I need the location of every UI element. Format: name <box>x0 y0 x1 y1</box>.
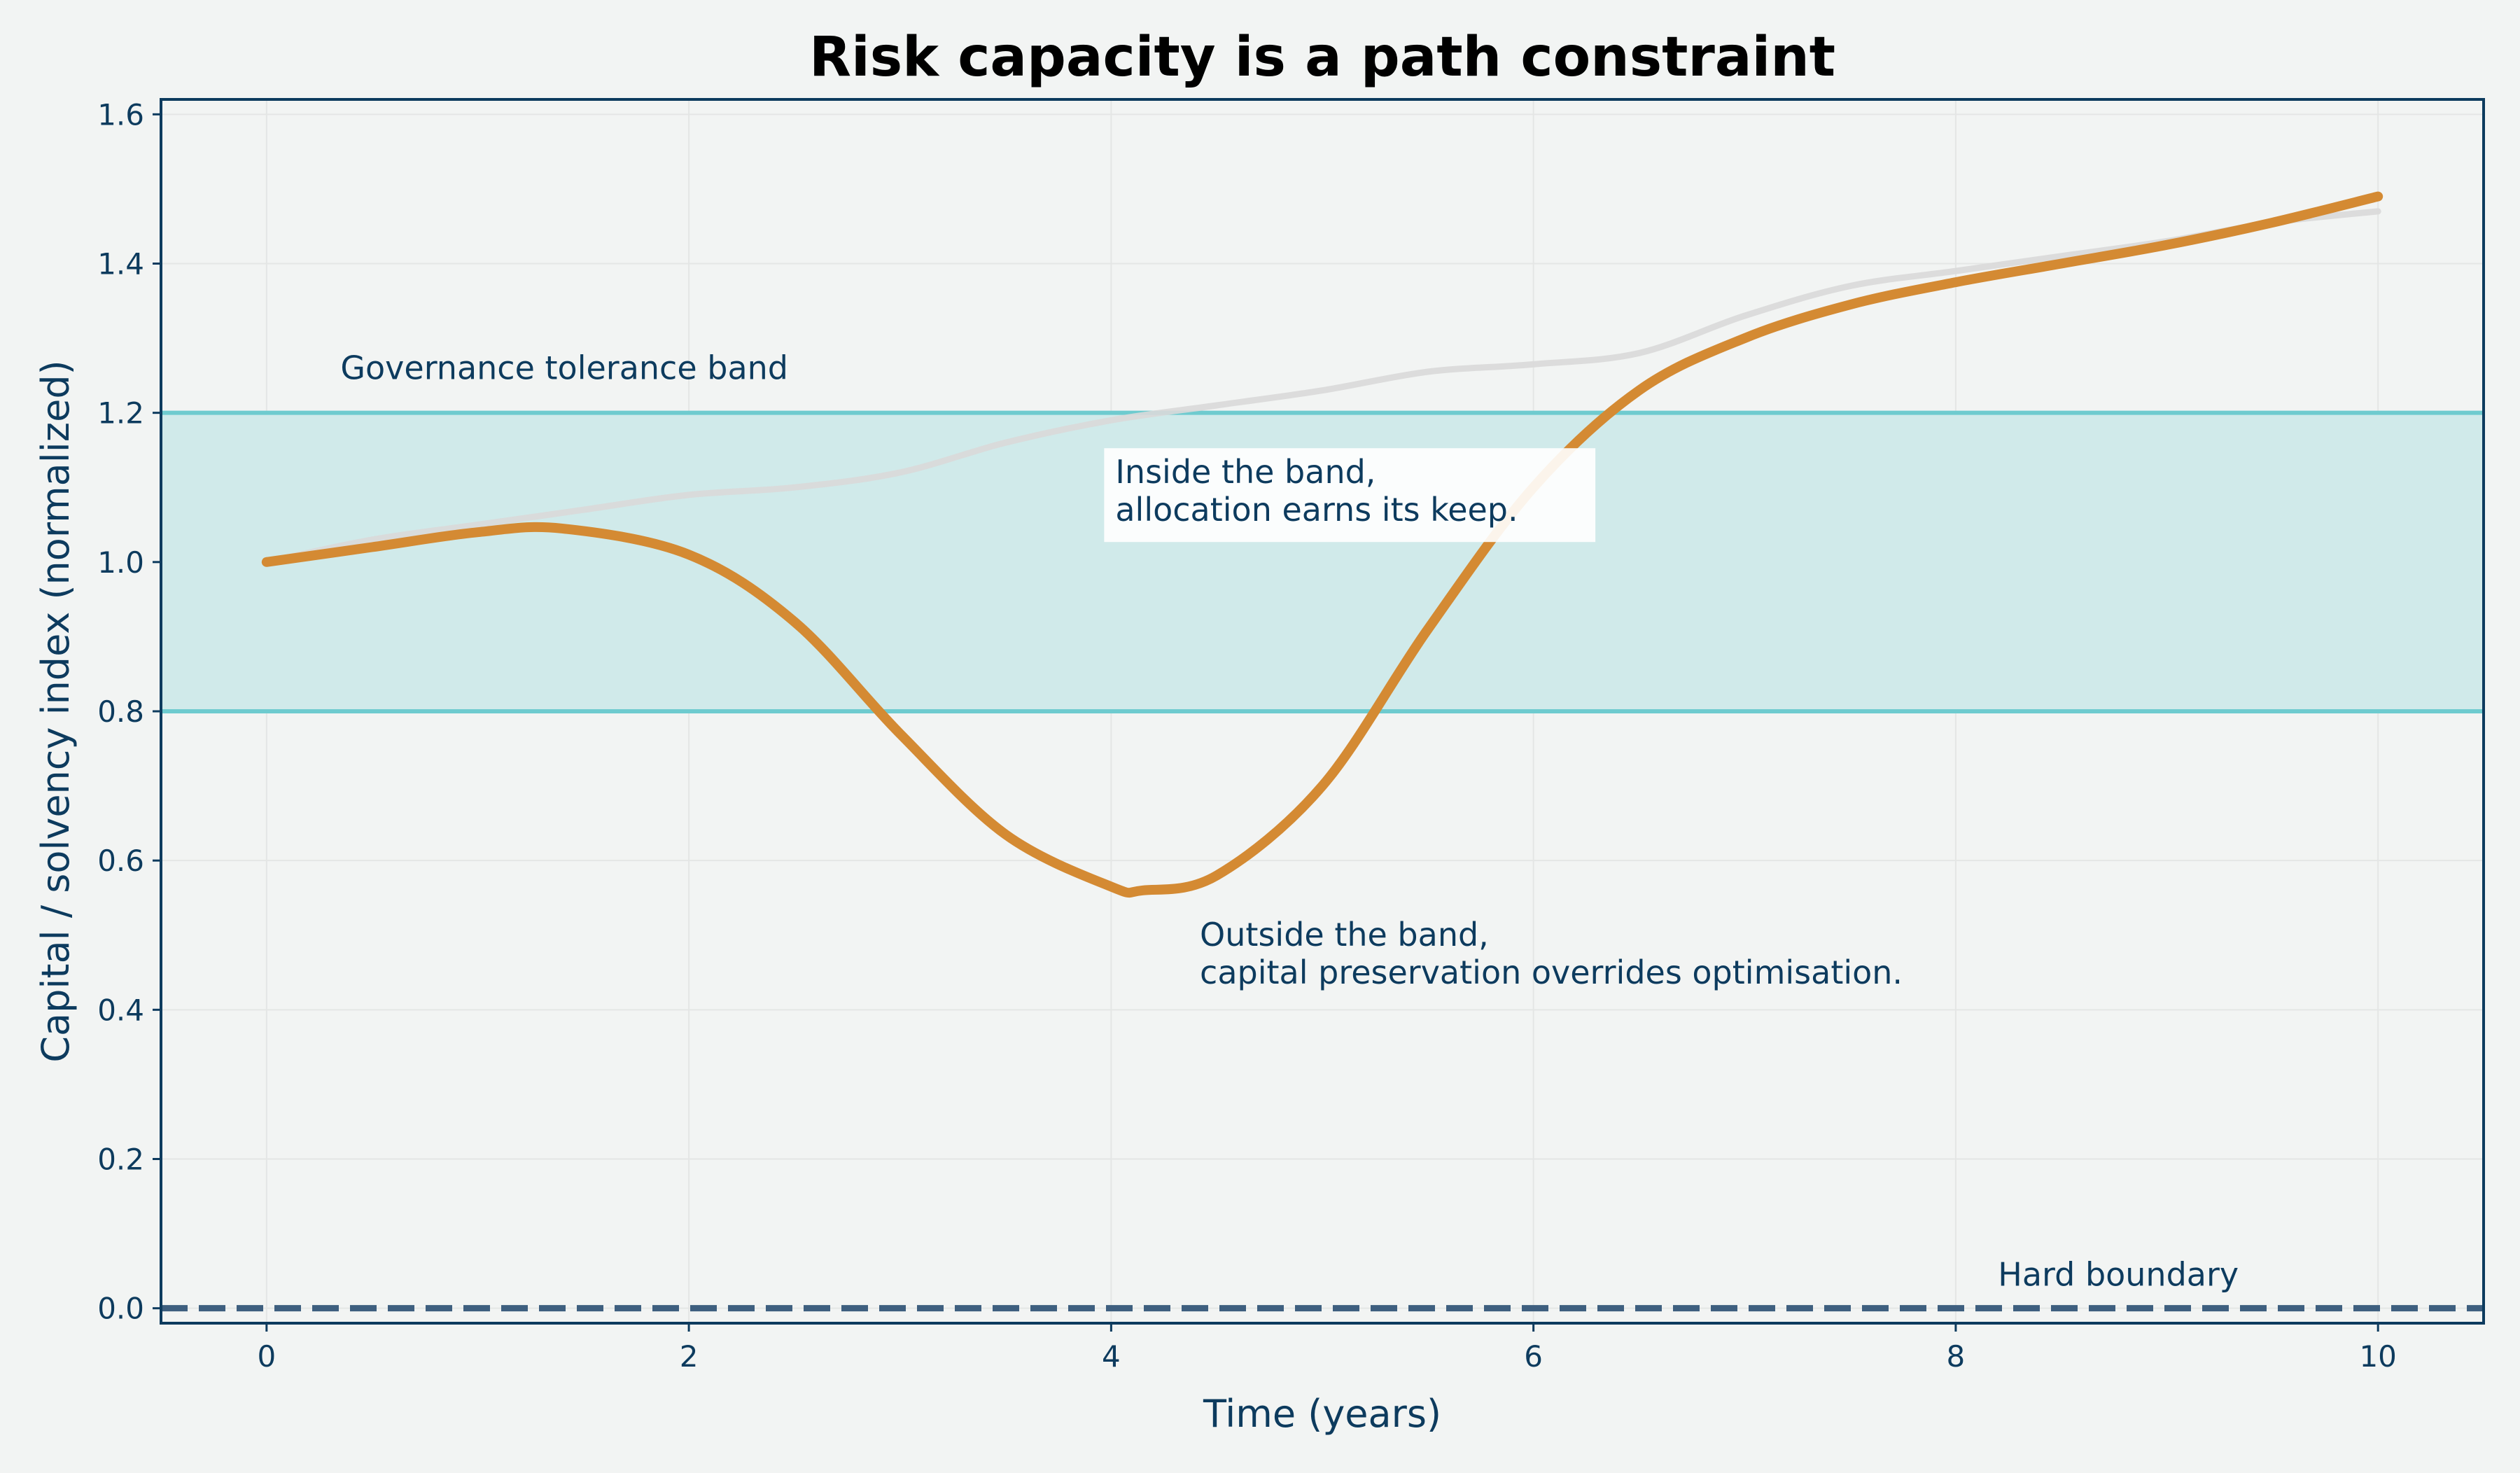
annotation-inside-band: allocation earns its keep. <box>1115 491 1518 529</box>
x-tick-label: 0 <box>257 1339 276 1374</box>
x-tick-label: 8 <box>1947 1339 1966 1374</box>
y-tick-label: 0.4 <box>97 993 144 1027</box>
y-axis-label: Capital / solvency index (normalized) <box>34 360 78 1062</box>
annotation-box <box>1104 448 1596 543</box>
y-tick-label: 1.6 <box>97 97 144 132</box>
hard-boundary-label: Hard boundary <box>1998 1256 2239 1294</box>
x-tick-label: 2 <box>680 1339 699 1374</box>
x-tick-label: 10 <box>2359 1339 2396 1374</box>
series-line-reference <box>263 208 2381 566</box>
annotation-outside-band: Outside the band, <box>1200 916 1489 954</box>
y-tick-label: 0.2 <box>97 1143 144 1177</box>
annotation-outside-band: capital preservation overrides optimisat… <box>1200 954 1903 991</box>
series-line-path <box>261 191 2384 898</box>
x-tick-label: 4 <box>1102 1339 1121 1374</box>
chart-title: Risk capacity is a path constraint <box>809 26 1835 89</box>
y-tick-label: 0.6 <box>97 844 144 878</box>
y-tick-label: 1.4 <box>97 246 144 281</box>
x-tick-label: 6 <box>1524 1339 1543 1374</box>
y-tick-label: 1.0 <box>97 545 144 580</box>
x-axis-label: Time (years) <box>1203 1392 1441 1436</box>
y-tick-label: 0.8 <box>97 694 144 729</box>
y-tick-label: 0.0 <box>97 1292 144 1326</box>
band-label: Governance tolerance band <box>340 349 788 387</box>
annotation-inside-band: Inside the band, <box>1115 453 1376 491</box>
y-tick-label: 1.2 <box>97 396 144 431</box>
